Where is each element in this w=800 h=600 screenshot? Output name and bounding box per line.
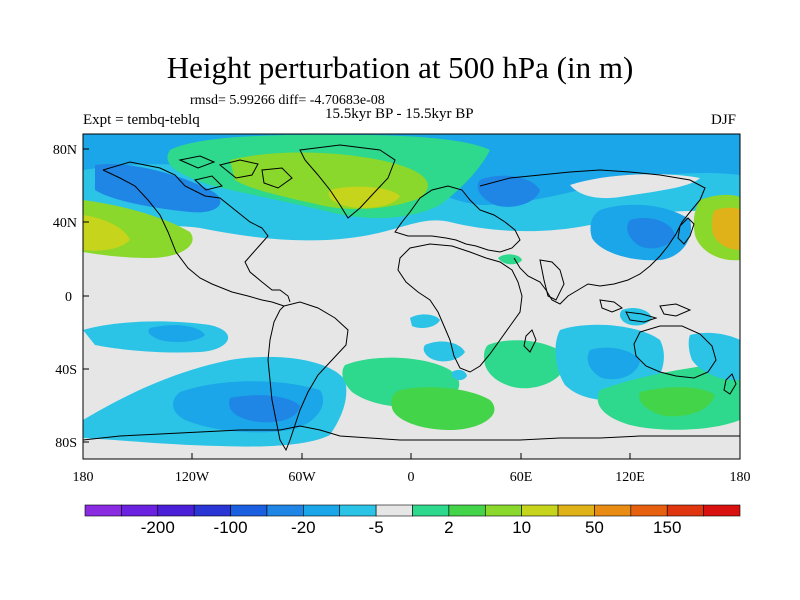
plot-title: Height perturbation at 500 hPa (in m)	[166, 50, 634, 85]
lon-label-60e: 60E	[510, 470, 533, 485]
colorbar-label: -5	[369, 518, 384, 537]
colorbar-swatch	[375, 504, 413, 517]
lon-label-120e: 120E	[615, 470, 645, 485]
longitude-labels: 180 120W 60W 0 60E 120E 180	[73, 470, 751, 485]
coast-europe	[394, 185, 521, 253]
contour-equatorial-atlantic	[410, 314, 440, 328]
coast-africa	[397, 243, 523, 373]
colorbar-label: 50	[585, 518, 604, 537]
colorbar-swatch	[666, 504, 704, 517]
contour-arctic-high-peak	[328, 186, 400, 208]
contour-australia-high-core	[639, 387, 715, 417]
colorbar-swatch	[193, 504, 231, 517]
colorbar-swatch	[121, 504, 159, 517]
colorbar-swatch	[630, 504, 668, 517]
colorbar-label: -100	[214, 518, 248, 537]
colorbar-label: 2	[444, 518, 453, 537]
contour-east-edge-high-core	[712, 207, 740, 250]
colorbar-swatch	[557, 504, 595, 517]
coast-north-america	[102, 161, 291, 303]
contour-south-atlantic-tiny-low	[452, 369, 467, 381]
colorbar-label: 10	[512, 518, 531, 537]
contour-west-edge-high-core	[83, 215, 130, 251]
colorbar-swatch	[448, 504, 486, 517]
lon-label-0: 0	[408, 470, 415, 485]
colorbar-label: 150	[653, 518, 681, 537]
lon-label-60w: 60W	[288, 470, 316, 485]
colorbar-swatch	[521, 504, 559, 517]
colorbar-swatch	[157, 504, 195, 517]
coast-north-america-west	[102, 169, 285, 307]
lon-label-180w: 180	[73, 470, 94, 485]
period-subtitle: 15.5kyr BP - 15.5kyr BP	[325, 106, 474, 122]
latitude-labels: 80N 40N 0 40S 80S	[53, 143, 77, 451]
axis-ticks	[82, 148, 741, 459]
colorbar-labels: -200 -100 -20 -5 2 10 50 150	[141, 518, 682, 537]
coast-antarctica	[83, 425, 740, 441]
colorbar-label: -20	[291, 518, 316, 537]
contour-europe-low	[477, 175, 540, 207]
lat-label-40n: 40N	[53, 216, 77, 231]
coastlines	[83, 144, 740, 452]
contour-south-atlantic-green	[391, 387, 495, 430]
colorbar-swatch	[703, 504, 741, 517]
contour-north-america-low	[95, 164, 221, 213]
colorbar-swatch	[484, 504, 522, 517]
lat-label-80s: 80S	[55, 436, 77, 451]
colorbar-swatch	[266, 504, 304, 517]
coast-greenland	[299, 144, 396, 219]
contour-south-indian-low-core	[587, 347, 640, 380]
colorbar-swatch	[230, 504, 268, 517]
colorbar-swatch	[412, 504, 450, 517]
lat-label-80n: 80N	[53, 143, 77, 158]
coast-japan	[677, 217, 695, 245]
contour-south-pacific-low-core	[148, 325, 205, 343]
contour-indian-ocean-high	[484, 340, 566, 389]
coast-new-zealand	[723, 373, 737, 395]
contour-eurasia-ribbon	[570, 174, 700, 199]
coast-australia	[633, 325, 717, 379]
lon-label-180e: 180	[730, 470, 751, 485]
colorbar-swatch	[339, 504, 377, 517]
contour-field	[83, 134, 740, 447]
lat-label-0: 0	[65, 290, 72, 305]
lon-label-120w: 120W	[175, 470, 210, 485]
colorbar-swatch	[303, 504, 341, 517]
coast-arctic-islands	[178, 155, 293, 191]
season-label: DJF	[711, 112, 737, 128]
coast-indonesia	[599, 299, 692, 323]
experiment-label: Expt = tembq-teblq	[83, 112, 200, 128]
coast-asia	[479, 169, 706, 305]
coast-india	[539, 259, 565, 301]
coast-madagascar	[523, 329, 537, 353]
lat-label-40s: 40S	[55, 363, 77, 378]
colorbar-label: -200	[141, 518, 175, 537]
colorbar	[84, 504, 741, 517]
contour-southern-ocean-low-deep	[229, 395, 300, 423]
contour-asia-low-core	[627, 217, 675, 249]
rmsd-statistics: rmsd= 5.99266 diff= -4.70683e-08	[190, 93, 385, 108]
colorbar-swatch	[594, 504, 632, 517]
contour-new-zealand-low	[688, 332, 740, 381]
coast-south-america	[267, 301, 349, 452]
colorbar-swatch	[84, 504, 122, 517]
